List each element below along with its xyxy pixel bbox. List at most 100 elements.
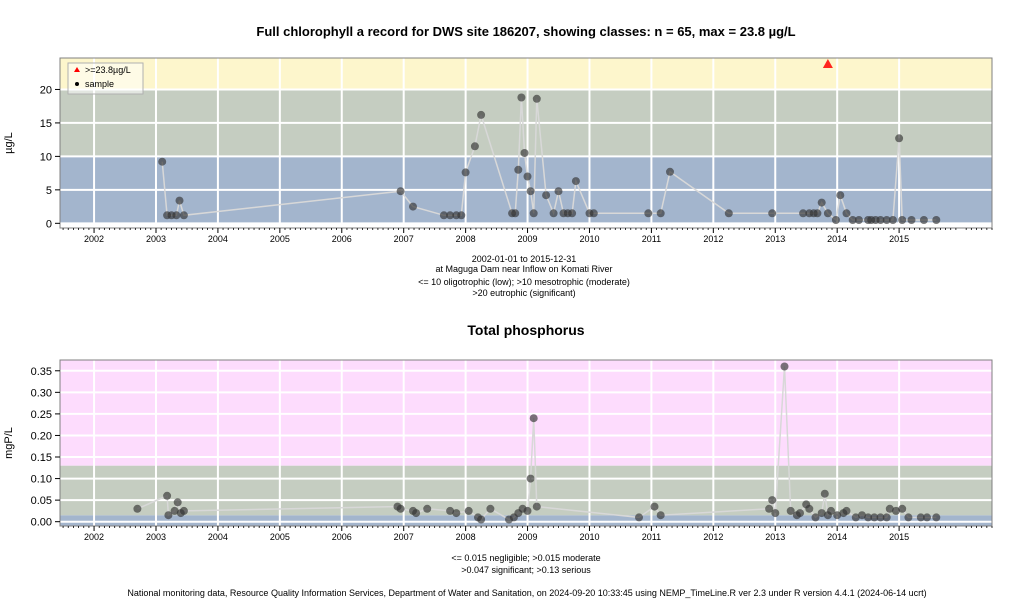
x-tick-label: 2012 <box>703 234 723 244</box>
data-point <box>666 167 674 176</box>
y-tick-label: 20 <box>40 84 52 96</box>
y-axis-label: µg/L <box>3 132 15 154</box>
data-point <box>907 216 916 224</box>
data-point <box>656 511 665 520</box>
x-tick-label: 2009 <box>518 234 538 244</box>
data-point <box>517 93 526 102</box>
data-point <box>656 209 665 218</box>
data-point <box>827 506 835 515</box>
gridlines <box>60 360 992 526</box>
x-tick-label: 2004 <box>208 234 228 244</box>
data-point <box>423 504 432 513</box>
x-tick-label: 2013 <box>765 532 785 542</box>
caption-line-1: <= 0.015 negligible; >0.015 moderate <box>451 553 600 563</box>
data-point <box>805 504 814 513</box>
x-tick-label: 2004 <box>208 532 228 542</box>
x-tick-label: 2003 <box>146 234 166 244</box>
data-point <box>511 209 520 218</box>
data-point <box>529 209 538 218</box>
data-point <box>439 211 448 220</box>
data-point <box>885 504 894 513</box>
y-tick-label: 10 <box>40 151 52 163</box>
data-point <box>529 414 538 423</box>
data-point <box>173 498 182 507</box>
plot-frame <box>59 57 993 229</box>
data-points <box>133 362 941 524</box>
data-point <box>724 209 733 218</box>
data-point <box>464 506 473 515</box>
data-point <box>882 216 891 224</box>
data-point <box>870 513 879 522</box>
caption-line-2: >0.047 significant; >0.13 serious <box>461 565 591 575</box>
y-axis: 0 5 10 15 20 <box>40 84 60 230</box>
data-point <box>163 491 172 500</box>
x-tick-label: 2011 <box>642 234 661 244</box>
data-point <box>842 209 851 218</box>
x-tick-label: 2010 <box>579 532 599 542</box>
data-point <box>644 209 653 218</box>
data-point <box>526 474 535 483</box>
data-point <box>461 168 470 177</box>
data-point <box>768 209 777 218</box>
data-point <box>523 506 532 515</box>
x-tick-label: 2008 <box>456 234 476 244</box>
y-tick-label: 0.35 <box>31 366 52 378</box>
data-point <box>799 209 808 218</box>
band-0 <box>60 515 992 526</box>
data-point <box>786 506 795 515</box>
chart-caption: 2002-01-01 to 2015-12-31 at Maguga Dam n… <box>418 254 630 298</box>
data-point <box>523 172 532 181</box>
data-point <box>446 506 455 515</box>
data-points <box>158 59 941 224</box>
data-point <box>854 216 863 224</box>
data-point <box>568 209 577 218</box>
legend-marker-circle <box>75 82 79 86</box>
data-point <box>817 198 826 207</box>
y-tick-label: 0.15 <box>31 452 52 464</box>
caption-line-2: at Maguga Dam near Inflow on Komati Rive… <box>435 264 612 274</box>
data-point <box>848 216 857 224</box>
y-tick-label: 0 <box>46 218 52 230</box>
x-tick-label: 2015 <box>889 234 909 244</box>
y-tick-label: 15 <box>40 118 52 130</box>
x-tick-label: 2013 <box>765 234 785 244</box>
data-point <box>919 216 928 224</box>
x-tick-label: 2005 <box>270 234 290 244</box>
data-point <box>836 191 845 200</box>
data-point <box>768 496 777 505</box>
x-tick-label: 2006 <box>332 234 352 244</box>
data-point <box>164 511 173 520</box>
data-point <box>477 515 486 524</box>
x-tick-label: 2014 <box>827 532 847 542</box>
legend: >=23.8µg/L sample <box>67 62 144 95</box>
legend-label-sample: sample <box>85 79 114 89</box>
chart-caption: <= 0.015 negligible; >0.015 moderate >0.… <box>451 553 600 575</box>
x-tick-label: 2003 <box>146 532 166 542</box>
x-tick-label: 2011 <box>642 532 661 542</box>
y-tick-label: 0.00 <box>31 517 52 529</box>
data-point <box>771 509 780 518</box>
data-point <box>526 187 535 196</box>
x-tick-label: 2007 <box>394 532 414 542</box>
data-point <box>892 506 900 515</box>
data-point <box>882 513 891 522</box>
class-bands <box>60 58 992 224</box>
data-point <box>396 187 405 196</box>
data-point <box>635 513 643 522</box>
data-point <box>571 177 580 186</box>
x-tick-label: 2006 <box>332 532 352 542</box>
footer-credit: National monitoring data, Resource Quali… <box>127 588 926 598</box>
caption-line-3: <= 10 oligotrophic (low); >10 mesotrophi… <box>418 277 630 287</box>
data-point <box>932 216 941 224</box>
x-tick-label: 2015 <box>889 532 909 542</box>
data-point <box>876 216 885 224</box>
data-point <box>158 157 167 166</box>
data-point <box>904 513 913 522</box>
data-point <box>452 509 461 518</box>
x-tick-label: 2002 <box>84 532 104 542</box>
data-point <box>470 142 479 151</box>
data-point <box>486 504 495 513</box>
legend-marker-triangle <box>74 67 80 72</box>
x-axis: 2002 2003 2004 2005 2006 2007 2008 2009 2010 2011… <box>62 228 993 244</box>
data-point <box>831 216 840 224</box>
